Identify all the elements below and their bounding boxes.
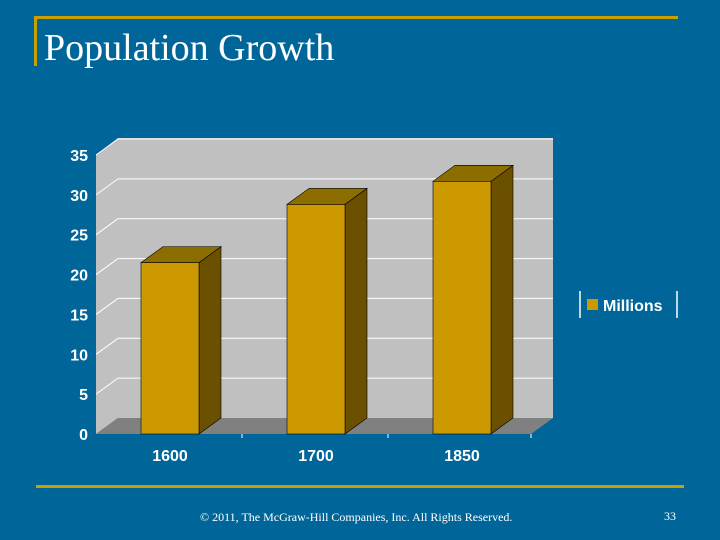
gridline-side — [95, 138, 119, 156]
bar-side-face — [198, 246, 222, 435]
y-tick-label: 15 — [70, 307, 88, 324]
gridline-side — [95, 178, 119, 196]
population-chart: 0 5 10 15 20 25 30 35 1600 1700 1850 Millions — [70, 138, 678, 465]
legend: Millions — [579, 291, 678, 318]
legend-swatch — [587, 299, 598, 310]
gridline-side — [95, 337, 119, 355]
bar-side-face — [490, 164, 514, 435]
gridline-side — [95, 377, 119, 395]
y-tick-label: 30 — [70, 188, 88, 205]
title-top-rule — [34, 16, 678, 19]
y-axis-ticks: 0 5 10 15 20 25 30 35 — [70, 148, 88, 444]
slide-title: Population Growth — [44, 27, 335, 69]
y-tick-label: 5 — [79, 387, 88, 404]
x-tick-label: 1850 — [444, 448, 480, 465]
bar-1850 — [432, 164, 514, 435]
y-tick-label: 10 — [70, 347, 88, 364]
plot-side-wall — [96, 138, 118, 434]
bar-1700 — [286, 187, 368, 435]
legend-label: Millions — [603, 298, 663, 315]
x-axis-ticks: 1600 1700 1850 — [152, 434, 532, 465]
gridline-side — [95, 258, 119, 275]
gridline-side — [95, 218, 119, 236]
bar-front-face — [286, 204, 346, 435]
bar-front-face — [432, 181, 492, 435]
y-tick-label: 20 — [70, 268, 88, 285]
bar-1600 — [140, 246, 222, 435]
page-number: 33 — [664, 509, 676, 523]
bar-side-face — [344, 187, 368, 435]
y-tick-label: 0 — [79, 427, 88, 444]
x-tick-label: 1600 — [152, 448, 188, 465]
footer-copyright: © 2011, The McGraw-Hill Companies, Inc. … — [200, 510, 513, 524]
footer-rule — [36, 485, 684, 488]
gridline-side — [95, 298, 119, 315]
x-tick-label: 1700 — [298, 448, 334, 465]
y-tick-label: 35 — [70, 148, 88, 165]
y-tick-label: 25 — [70, 228, 88, 245]
title-left-rule — [34, 16, 37, 66]
bar-front-face — [140, 262, 200, 435]
bars — [140, 164, 514, 435]
